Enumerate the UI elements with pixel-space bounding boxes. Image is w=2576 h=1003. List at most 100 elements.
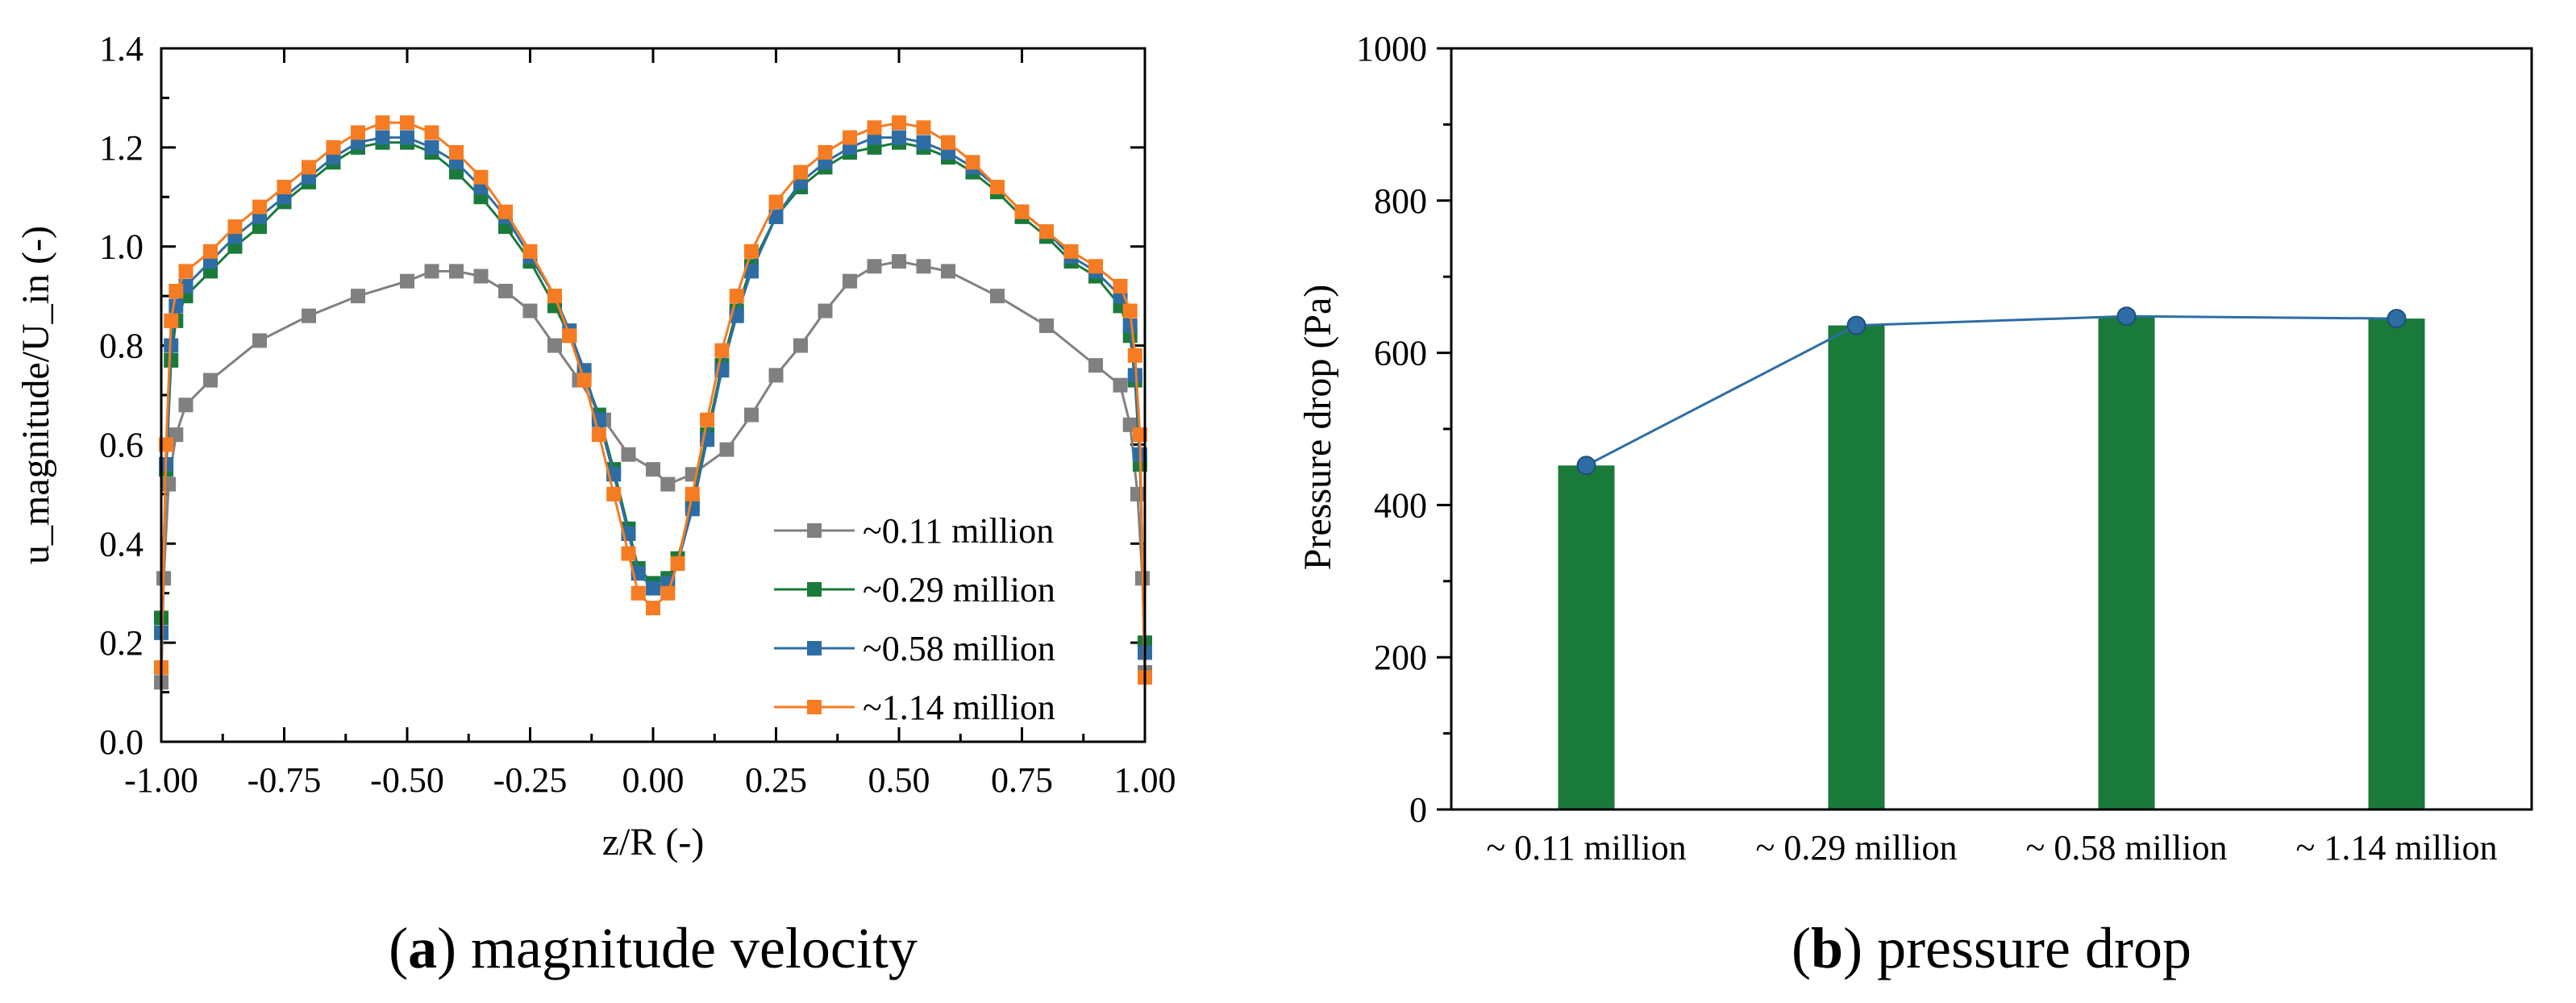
- panel-a-data-point: [1122, 303, 1138, 318]
- panel-b-data-point: [1846, 315, 1866, 335]
- panel-b-category-label: ~ 0.58 million: [2026, 828, 2228, 868]
- panel-b-bar-chart: 0 200 400 600 800 1000 Pressure drop (Pa) ~ 0…: [1296, 29, 2533, 980]
- panel-b-caption-close-paren: ): [1843, 916, 1877, 980]
- panel-a-data-point: [522, 243, 538, 259]
- panel-a-data-point: [400, 115, 414, 131]
- panel-b-y-tick-label: 800: [1374, 181, 1427, 221]
- panel-a-data-point: [646, 581, 660, 596]
- panel-a-data-point: [449, 145, 464, 160]
- panel-a-data-point: [818, 303, 833, 318]
- panel-a-legend-label: ~0.29 million: [863, 570, 1055, 610]
- panel-a-data-point: [161, 477, 177, 492]
- panel-a-data-point: [473, 169, 489, 185]
- panel-a-x-tick-label: 0.75: [991, 760, 1053, 800]
- panel-b-y-axis-title: Pressure drop (Pa): [1296, 285, 1339, 571]
- panel-a-data-point: [277, 180, 292, 194]
- panel-b-category-label: ~ 1.14 million: [2296, 828, 2498, 868]
- panel-a-data-point: [916, 135, 931, 150]
- panel-a-data-point: [670, 556, 685, 571]
- panel-a-x-tick-label: -0.50: [370, 760, 444, 800]
- panel-a-data-point: [169, 298, 184, 314]
- panel-a-y-tick-label: 0.0: [99, 722, 144, 762]
- panel-a-x-tick-label: 1.00: [1114, 760, 1176, 800]
- panel-b-trend-line: [1585, 314, 2397, 467]
- panel-a-data-point: [203, 372, 218, 388]
- panel-b-bar: [2368, 318, 2425, 809]
- panel-a-data-point: [630, 585, 646, 601]
- panel-a-y-axis-title: u_magnitude/U_in (-): [15, 226, 57, 564]
- panel-a-data-point: [990, 289, 1005, 304]
- panel-b-ticks: 0 200 400 600 800 1000: [1356, 29, 1451, 830]
- panel-b-data-point: [2387, 309, 2407, 329]
- panel-a-data-point: [400, 273, 414, 289]
- panel-a-data-point: [252, 199, 267, 214]
- panel-a-data-point: [227, 219, 243, 235]
- panel-a-data-point: [498, 204, 513, 219]
- panel-b-line-overlay: [1576, 306, 2407, 476]
- panel-a-data-point: [867, 259, 882, 274]
- panel-a-ticks: -1.00 -0.75 -0.50 -0.25 0.00 0.25 0.50 0.75 1.00…: [99, 29, 1176, 800]
- panel-a-data-point: [164, 313, 179, 328]
- panel-a-x-tick-label: 0.25: [745, 760, 807, 800]
- panel-a-legend-label: ~0.58 million: [863, 629, 1055, 668]
- panel-a-x-tick-label: -0.25: [493, 760, 568, 800]
- panel-b-category-labels: ~ 0.11 million ~ 0.29 million ~ 0.58 milli…: [1486, 828, 2497, 868]
- panel-a-data-point: [449, 264, 464, 279]
- panel-a-data-point: [1127, 348, 1142, 363]
- panel-a-data-point: [302, 160, 316, 175]
- panel-b-data-point: [2116, 306, 2137, 327]
- panel-a-legend-marker: [807, 523, 822, 538]
- panel-a-data-point: [793, 164, 808, 180]
- panel-a-caption-letter: a: [408, 916, 437, 980]
- panel-a-legend-label: ~0.11 million: [863, 511, 1054, 551]
- panel-a-y-tick-label: 1.2: [99, 128, 144, 168]
- panel-a-data-point: [547, 289, 562, 304]
- panel-a-data-point: [203, 243, 218, 259]
- panel-a-x-tick-label: -1.00: [124, 760, 198, 800]
- panel-a-data-point: [892, 115, 906, 131]
- panel-a-data-point: [1014, 204, 1030, 219]
- panel-a-y-tick-label: 1.4: [99, 29, 144, 69]
- panel-a-series-line: [160, 141, 1147, 643]
- panel-a-caption: (a) magnitude velocity: [389, 916, 918, 980]
- panel-b-data-point: [1576, 456, 1596, 476]
- panel-a-data-point: [522, 303, 538, 318]
- panel-a-data-point: [424, 264, 439, 279]
- panel-a-data-point: [591, 427, 606, 443]
- panel-a-data-point: [793, 338, 808, 353]
- panel-a-x-tick-label: -0.75: [248, 760, 322, 800]
- panel-b-y-tick-label: 0: [1409, 790, 1427, 830]
- panel-a-data-point: [660, 477, 676, 492]
- panel-a-legend: ~0.11 million ~0.29 million ~0.58 million ~…: [774, 511, 1055, 727]
- panel-a-data-point: [646, 462, 660, 477]
- panel-a-data-point: [1063, 243, 1079, 259]
- panel-a-data-point: [744, 264, 759, 279]
- panel-a-data-point: [351, 125, 365, 140]
- panel-a-data-point: [965, 155, 980, 170]
- panel-a-data-point: [646, 601, 660, 616]
- panel-b-plot-frame: [1450, 47, 2533, 811]
- panel-a-data-point: [159, 437, 174, 452]
- panel-a-data-point: [867, 120, 882, 135]
- panel-a-data-point: [1039, 224, 1054, 239]
- panel-a-data-point: [621, 546, 636, 561]
- panel-a-data-point: [941, 135, 955, 150]
- panel-a-data-point: [685, 486, 700, 502]
- panel-a-data-point: [744, 243, 759, 259]
- panel-a-data-point: [941, 264, 955, 279]
- panel-a-data-point: [892, 254, 906, 269]
- panel-b-caption-text: pressure drop: [1877, 916, 2191, 980]
- panel-b-category-label: ~ 0.29 million: [1756, 828, 1958, 868]
- panel-a-data-point: [1132, 427, 1147, 443]
- panel-a-caption-text: magnitude velocity: [471, 916, 918, 980]
- panel-a-data-point: [1122, 318, 1138, 333]
- panel-a-data-point: [1088, 259, 1103, 274]
- panel-a-data-point: [473, 268, 489, 284]
- panel-a-data-point: [990, 180, 1005, 194]
- panel-a-line-chart: -1.00 -0.75 -0.50 -0.25 0.00 0.25 0.50 0.75 1.00…: [15, 29, 1176, 980]
- panel-a-data-point: [498, 284, 513, 298]
- panel-b-bar: [2098, 316, 2155, 810]
- panel-b-y-tick-label: 400: [1374, 485, 1427, 525]
- panel-a-legend-marker: [807, 582, 822, 597]
